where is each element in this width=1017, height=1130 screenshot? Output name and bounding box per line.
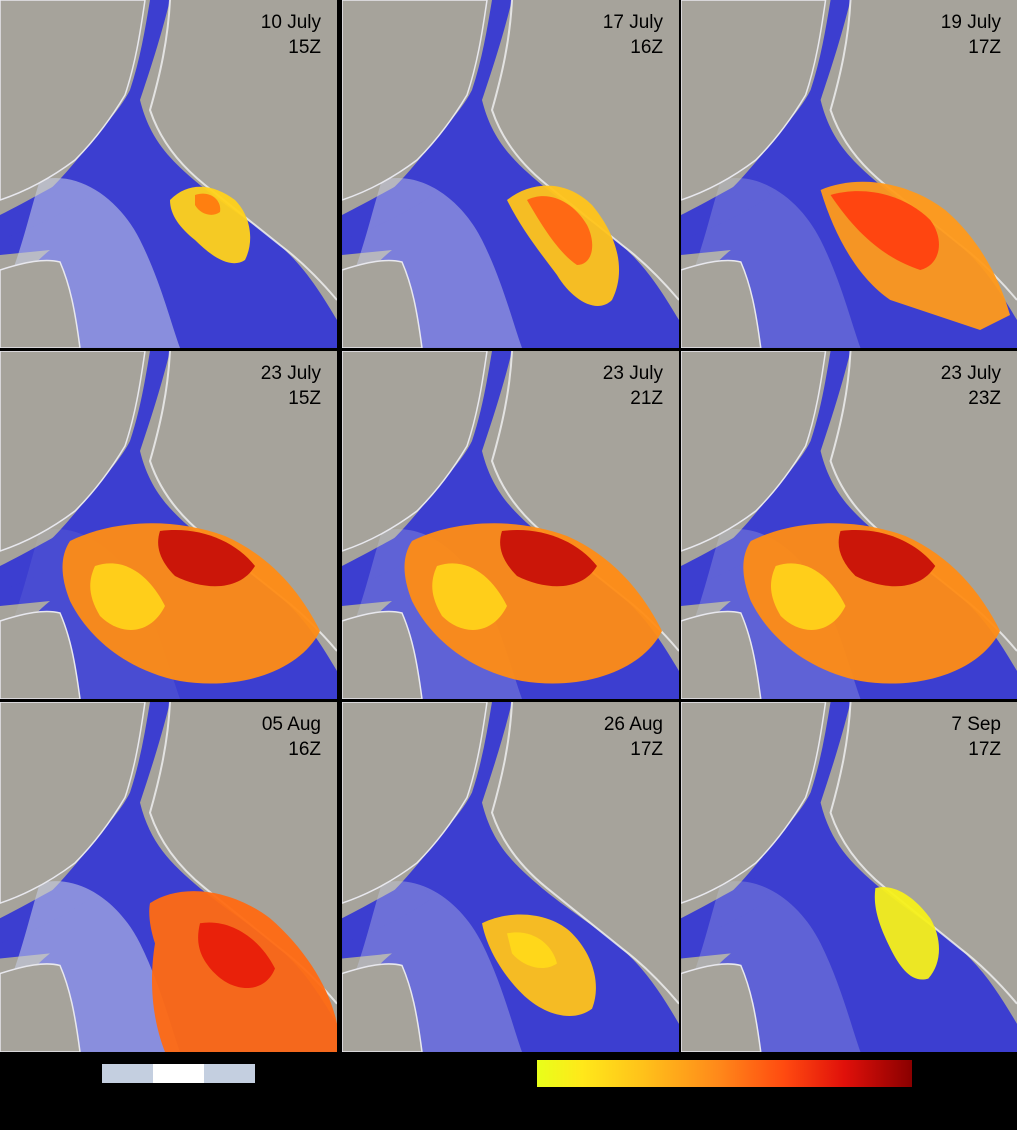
cloud-swatch [153,1064,204,1083]
map-panel-8: 26 Aug 17Z [342,702,679,1052]
time-text: 23Z [968,388,1001,409]
satellite-map [342,702,679,1052]
legend-bar [0,1052,1017,1130]
timestamp-label: 23 July 15Z [261,361,321,411]
satellite-map [342,0,679,348]
color-ramp-legend [537,1060,912,1087]
time-text: 15Z [288,37,321,58]
map-panel-9: 7 Sep 17Z [681,702,1017,1052]
time-text: 17Z [630,739,663,760]
cloud-legend [102,1064,255,1083]
satellite-map [342,351,679,699]
map-panel-4: 23 July 15Z [0,351,337,699]
satellite-map [0,351,337,699]
satellite-map [0,702,337,1052]
satellite-map [681,351,1017,699]
map-panel-7: 05 Aug 16Z [0,702,337,1052]
time-text: 16Z [288,739,321,760]
timestamp-label: 7 Sep 17Z [951,712,1001,762]
timestamp-label: 23 July 23Z [941,361,1001,411]
date-text: 19 July [940,12,1001,33]
timestamp-label: 10 July 15Z [261,10,321,60]
time-text: 21Z [630,388,663,409]
map-panel-5: 23 July 21Z [342,351,679,699]
cloud-swatch [102,1064,153,1083]
satellite-map [681,702,1017,1052]
cloud-swatch [204,1064,255,1083]
satellite-map [0,0,337,348]
image-grid: 10 July 15Z 17 July 16Z 19 July 17Z 23 J… [0,0,1017,1052]
date-text: 05 Aug [261,714,321,735]
date-text: 23 July [260,363,321,384]
map-panel-3: 19 July 17Z [681,0,1017,348]
date-text: 26 Aug [603,714,663,735]
map-panel-2: 17 July 16Z [342,0,679,348]
date-text: 7 Sep [951,714,1001,735]
time-text: 15Z [288,388,321,409]
timestamp-label: 19 July 17Z [941,10,1001,60]
time-text: 17Z [968,37,1001,58]
date-text: 23 July [940,363,1001,384]
satellite-map [681,0,1017,348]
timestamp-label: 17 July 16Z [603,10,663,60]
map-panel-1: 10 July 15Z [0,0,337,348]
time-text: 16Z [630,37,663,58]
date-text: 17 July [602,12,663,33]
timestamp-label: 23 July 21Z [603,361,663,411]
date-text: 23 July [602,363,663,384]
timestamp-label: 05 Aug 16Z [262,712,321,762]
timestamp-label: 26 Aug 17Z [604,712,663,762]
date-text: 10 July [260,12,321,33]
map-panel-6: 23 July 23Z [681,351,1017,699]
time-text: 17Z [968,739,1001,760]
